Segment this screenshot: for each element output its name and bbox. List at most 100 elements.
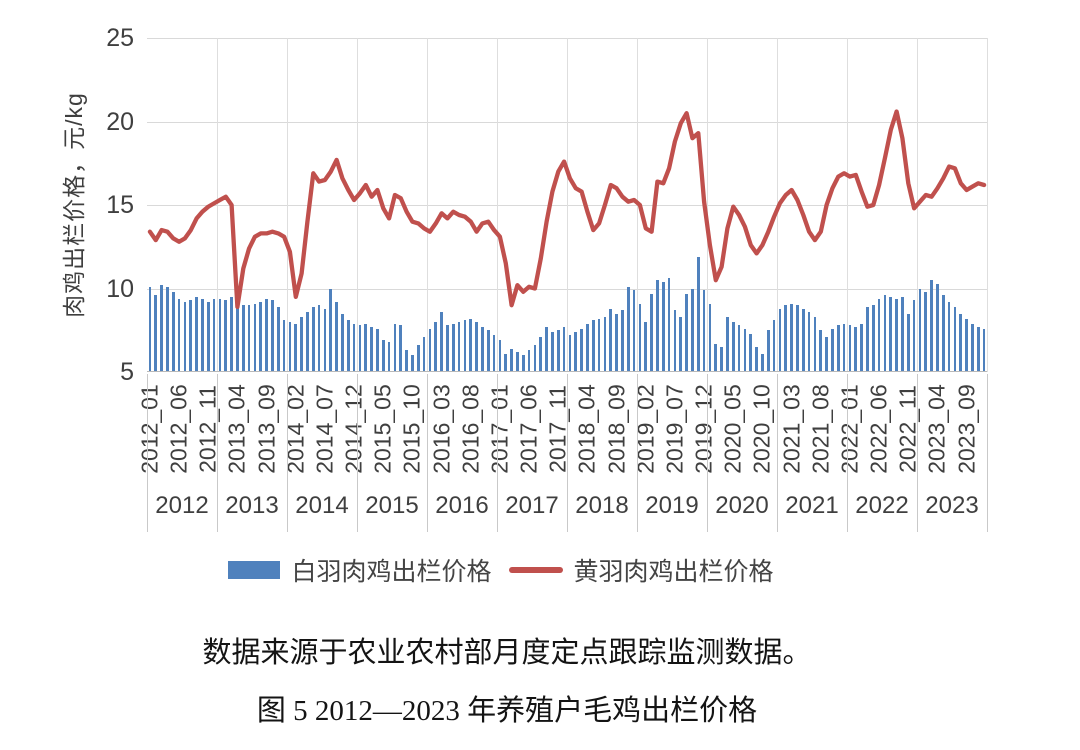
x-tick-label: 2021_03	[778, 384, 805, 474]
line-series	[147, 109, 987, 310]
x-tick-label: 2013_09	[253, 384, 280, 474]
y-tick-label: 25	[106, 24, 134, 52]
bar	[486, 330, 490, 371]
plot-area	[147, 38, 988, 372]
v-gridline-year	[567, 38, 568, 372]
year-separator	[637, 374, 638, 532]
bar	[755, 346, 758, 371]
bar	[661, 281, 665, 371]
bar	[883, 295, 887, 371]
bar	[276, 306, 280, 371]
year-separator	[357, 374, 358, 532]
bar	[306, 311, 309, 371]
bar	[801, 308, 805, 371]
x-axis-line	[147, 371, 987, 372]
bar	[148, 286, 152, 371]
bar	[405, 350, 408, 371]
bar	[317, 305, 321, 371]
y-tick-label: 5	[120, 358, 134, 386]
bar	[784, 305, 788, 371]
x-tick-label: 2022_01	[836, 384, 863, 474]
bar	[411, 355, 414, 371]
x-tick-label: 2019_12	[690, 384, 717, 474]
bar	[726, 316, 729, 371]
bar	[574, 331, 578, 371]
bar	[819, 330, 823, 371]
year-separator	[497, 374, 498, 532]
bar	[848, 325, 852, 371]
bar	[959, 313, 963, 371]
bar	[696, 256, 700, 371]
bar	[912, 300, 916, 371]
bar	[586, 323, 589, 371]
bar	[230, 296, 233, 371]
bar	[335, 301, 338, 371]
bar	[679, 316, 683, 371]
bar	[941, 295, 945, 371]
v-gridline-year	[497, 38, 498, 372]
bar	[381, 340, 385, 371]
bar	[434, 321, 438, 371]
x-tick-label: 2018_04	[573, 384, 600, 474]
x-tick-label: 2016_03	[428, 384, 455, 474]
bar	[971, 323, 974, 371]
x-tick-label: 2015_05	[369, 384, 396, 474]
bar	[918, 288, 922, 371]
bar	[580, 328, 583, 371]
bar	[206, 301, 210, 371]
legend: 白羽肉鸡出栏价格 黄羽肉鸡出栏价格	[0, 552, 1041, 588]
bar	[807, 311, 811, 371]
bar	[446, 325, 449, 371]
bar	[976, 326, 980, 371]
year-separator	[707, 374, 708, 532]
year-separator	[847, 374, 848, 532]
x-tick-label: 2017_01	[486, 384, 513, 474]
v-gridline-year	[847, 38, 848, 372]
year-label: 2013	[225, 492, 279, 519]
bar	[288, 321, 292, 371]
bar	[597, 318, 601, 371]
bar	[218, 298, 222, 371]
bar	[930, 280, 933, 371]
year-label: 2019	[645, 492, 699, 519]
bar	[271, 300, 274, 371]
bar	[364, 323, 368, 371]
bar	[877, 298, 881, 371]
bar	[708, 303, 712, 371]
bar	[329, 288, 333, 371]
bar	[866, 306, 869, 371]
bar	[720, 346, 723, 371]
bar	[615, 313, 618, 371]
year-separator	[917, 374, 918, 532]
bar	[300, 316, 303, 371]
bar	[475, 321, 478, 371]
v-gridline-year	[217, 38, 218, 372]
bar	[358, 325, 362, 371]
bar	[621, 310, 624, 371]
x-tick-label: 2021_08	[807, 384, 834, 474]
caption-data-source: 数据来源于农业农村部月度定点跟踪监测数据。	[202, 637, 812, 669]
bar	[731, 321, 735, 371]
bar	[166, 286, 169, 371]
bar	[393, 323, 397, 371]
bar	[656, 280, 659, 371]
year-label: 2017	[505, 492, 559, 519]
bar	[387, 341, 391, 371]
bar	[743, 328, 747, 371]
bar	[889, 296, 893, 371]
bar	[469, 318, 473, 371]
x-tick-label: 2020_10	[748, 384, 775, 474]
bar	[644, 321, 648, 371]
bar	[906, 313, 910, 371]
bar	[241, 305, 245, 371]
bar	[224, 300, 228, 371]
bar	[399, 325, 403, 371]
bar	[702, 290, 706, 371]
bar	[189, 300, 193, 371]
bar	[416, 345, 420, 371]
year-label: 2023	[925, 492, 979, 519]
year-label: 2016	[435, 492, 489, 519]
bar	[160, 285, 163, 371]
bar	[265, 298, 268, 371]
